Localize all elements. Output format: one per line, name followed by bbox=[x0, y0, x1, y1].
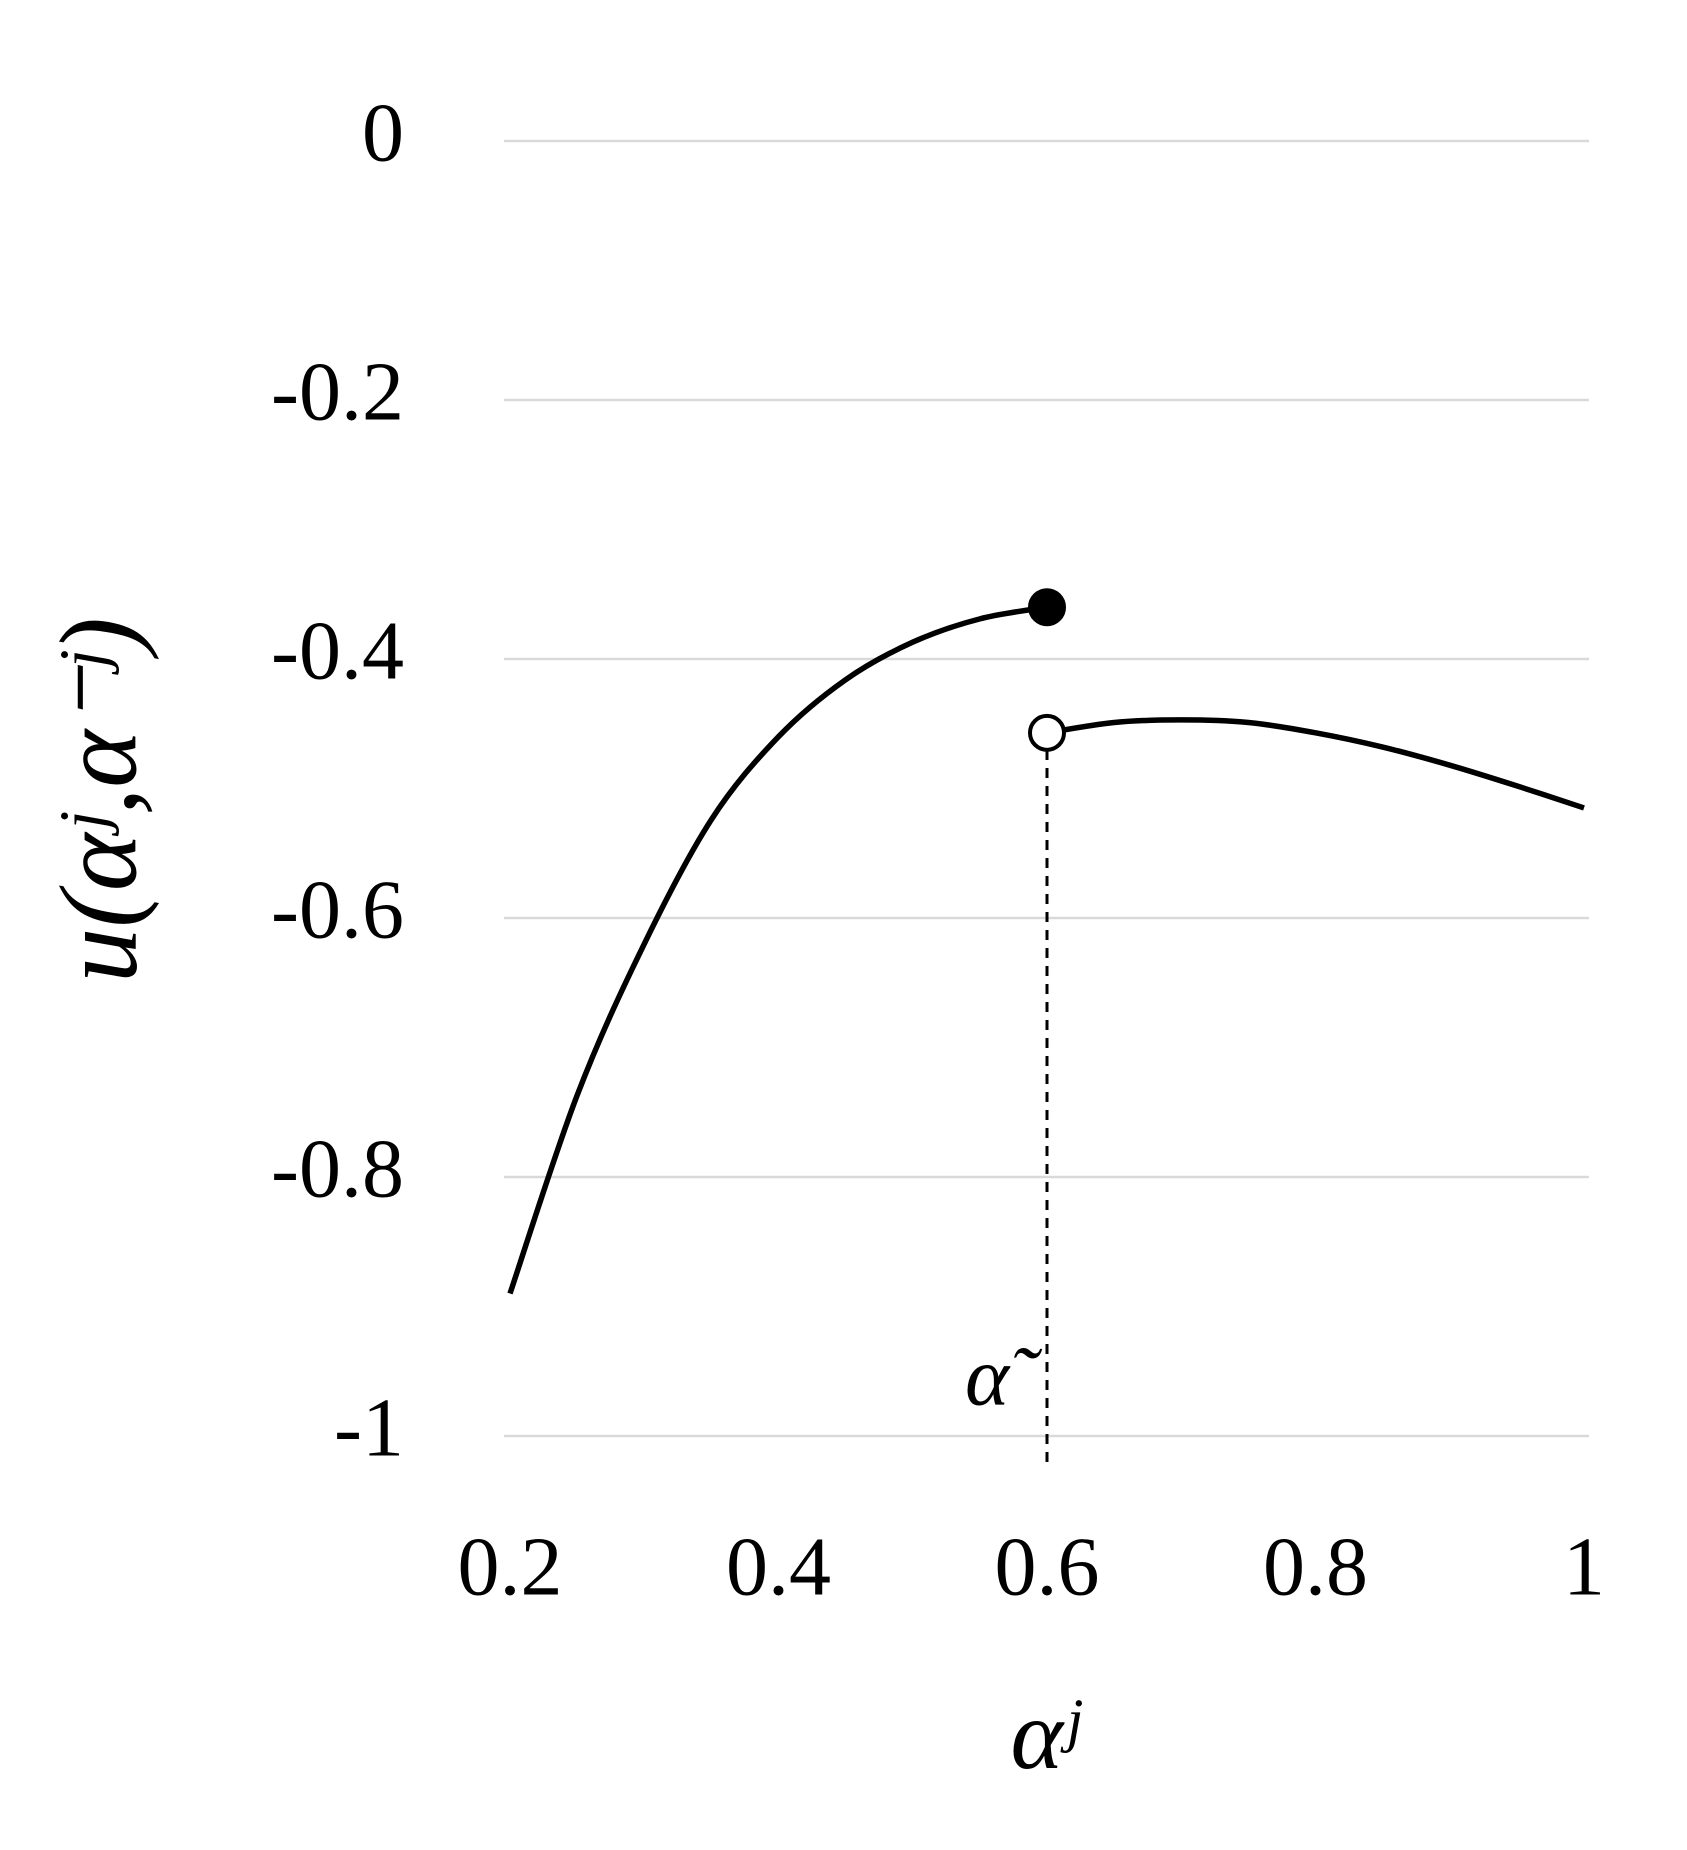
line bbox=[1046, 717, 1585, 811]
x-tick-label: 0.6 bbox=[995, 1520, 1100, 1613]
x-tick-label: 0.4 bbox=[726, 1520, 831, 1613]
line bbox=[507, 604, 1048, 1295]
y-tick-label: -0.4 bbox=[271, 604, 404, 697]
point-marker bbox=[1028, 588, 1066, 627]
y-axis-label: u(αʲ,α⁻ʲ) bbox=[37, 617, 159, 983]
y-tick-label: -1 bbox=[334, 1381, 404, 1474]
x-tick-label: 1 bbox=[1563, 1520, 1605, 1613]
annotation-label: α̃ bbox=[965, 1330, 1043, 1423]
y-tick-label: -0.6 bbox=[271, 863, 404, 956]
y-tick-label: 0 bbox=[362, 86, 404, 179]
y-tick-label: -0.8 bbox=[271, 1122, 404, 1215]
point-marker bbox=[1028, 713, 1066, 752]
x-tick-label: 0.2 bbox=[458, 1520, 563, 1613]
x-tick-label: 0.8 bbox=[1263, 1520, 1368, 1613]
y-tick-label: -0.2 bbox=[271, 345, 404, 438]
x-axis-label: αʲ bbox=[1011, 1679, 1082, 1790]
